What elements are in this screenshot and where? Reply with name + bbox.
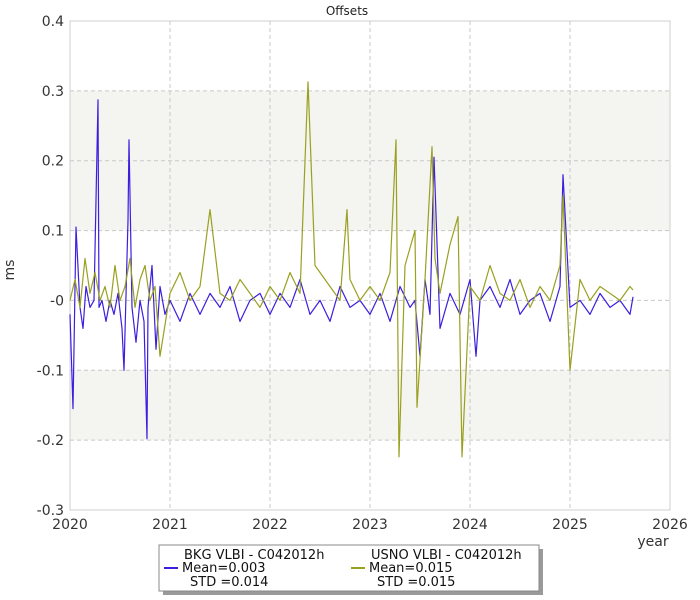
series-line-usno xyxy=(69,81,634,458)
series-line-bkg xyxy=(69,99,634,440)
legend-bkg-name: BKG VLBI - C042012h xyxy=(184,548,324,563)
x-tick-label: 2025 xyxy=(552,517,588,533)
legend-usno-std: STD =0.015 xyxy=(377,575,455,590)
x-tick-label: 2021 xyxy=(152,517,188,533)
y-tick-label: 0.3 xyxy=(42,84,64,100)
legend-usno-name: USNO VLBI - C042012h xyxy=(371,548,522,563)
legend-bkg-std: STD =0.014 xyxy=(190,575,268,590)
y-tick-label: -0.3 xyxy=(37,503,64,519)
x-axis-title: year xyxy=(637,534,668,550)
y-tick-label: 0.2 xyxy=(42,154,64,170)
legend-box xyxy=(158,544,540,592)
y-tick-label: 0.4 xyxy=(42,14,64,30)
shaded-band-0 xyxy=(70,90,670,231)
y-tick-label: -0 xyxy=(50,293,64,309)
chart-title: Offsets xyxy=(326,4,368,18)
y-axis-title: ms xyxy=(2,260,18,281)
y-tick-labels: 0.4 0.3 0.2 0.1 -0 -0.1 -0.2 -0.3 xyxy=(37,14,64,519)
legend: BKG VLBI - C042012h Mean=0.003 STD =0.01… xyxy=(158,544,543,595)
x-tick-label: 2020 xyxy=(52,517,88,533)
x-tick-label: 2022 xyxy=(252,517,288,533)
y-tick-label: -0.1 xyxy=(37,363,64,379)
x-tick-label: 2023 xyxy=(352,517,388,533)
x-tick-label: 2026 xyxy=(652,517,688,533)
plot-frame xyxy=(69,20,671,511)
x-tick-label: 2024 xyxy=(452,517,488,533)
y-tick-label: 0.1 xyxy=(42,224,64,240)
series-layer xyxy=(69,81,634,458)
legend-usno-mean: Mean=0.015 xyxy=(369,561,453,576)
legend-bkg-mean: Mean=0.003 xyxy=(182,561,266,576)
x-tick-labels: 2020 2021 2022 2023 2024 2025 2026 xyxy=(52,517,688,533)
y-tick-label: -0.2 xyxy=(37,433,64,449)
